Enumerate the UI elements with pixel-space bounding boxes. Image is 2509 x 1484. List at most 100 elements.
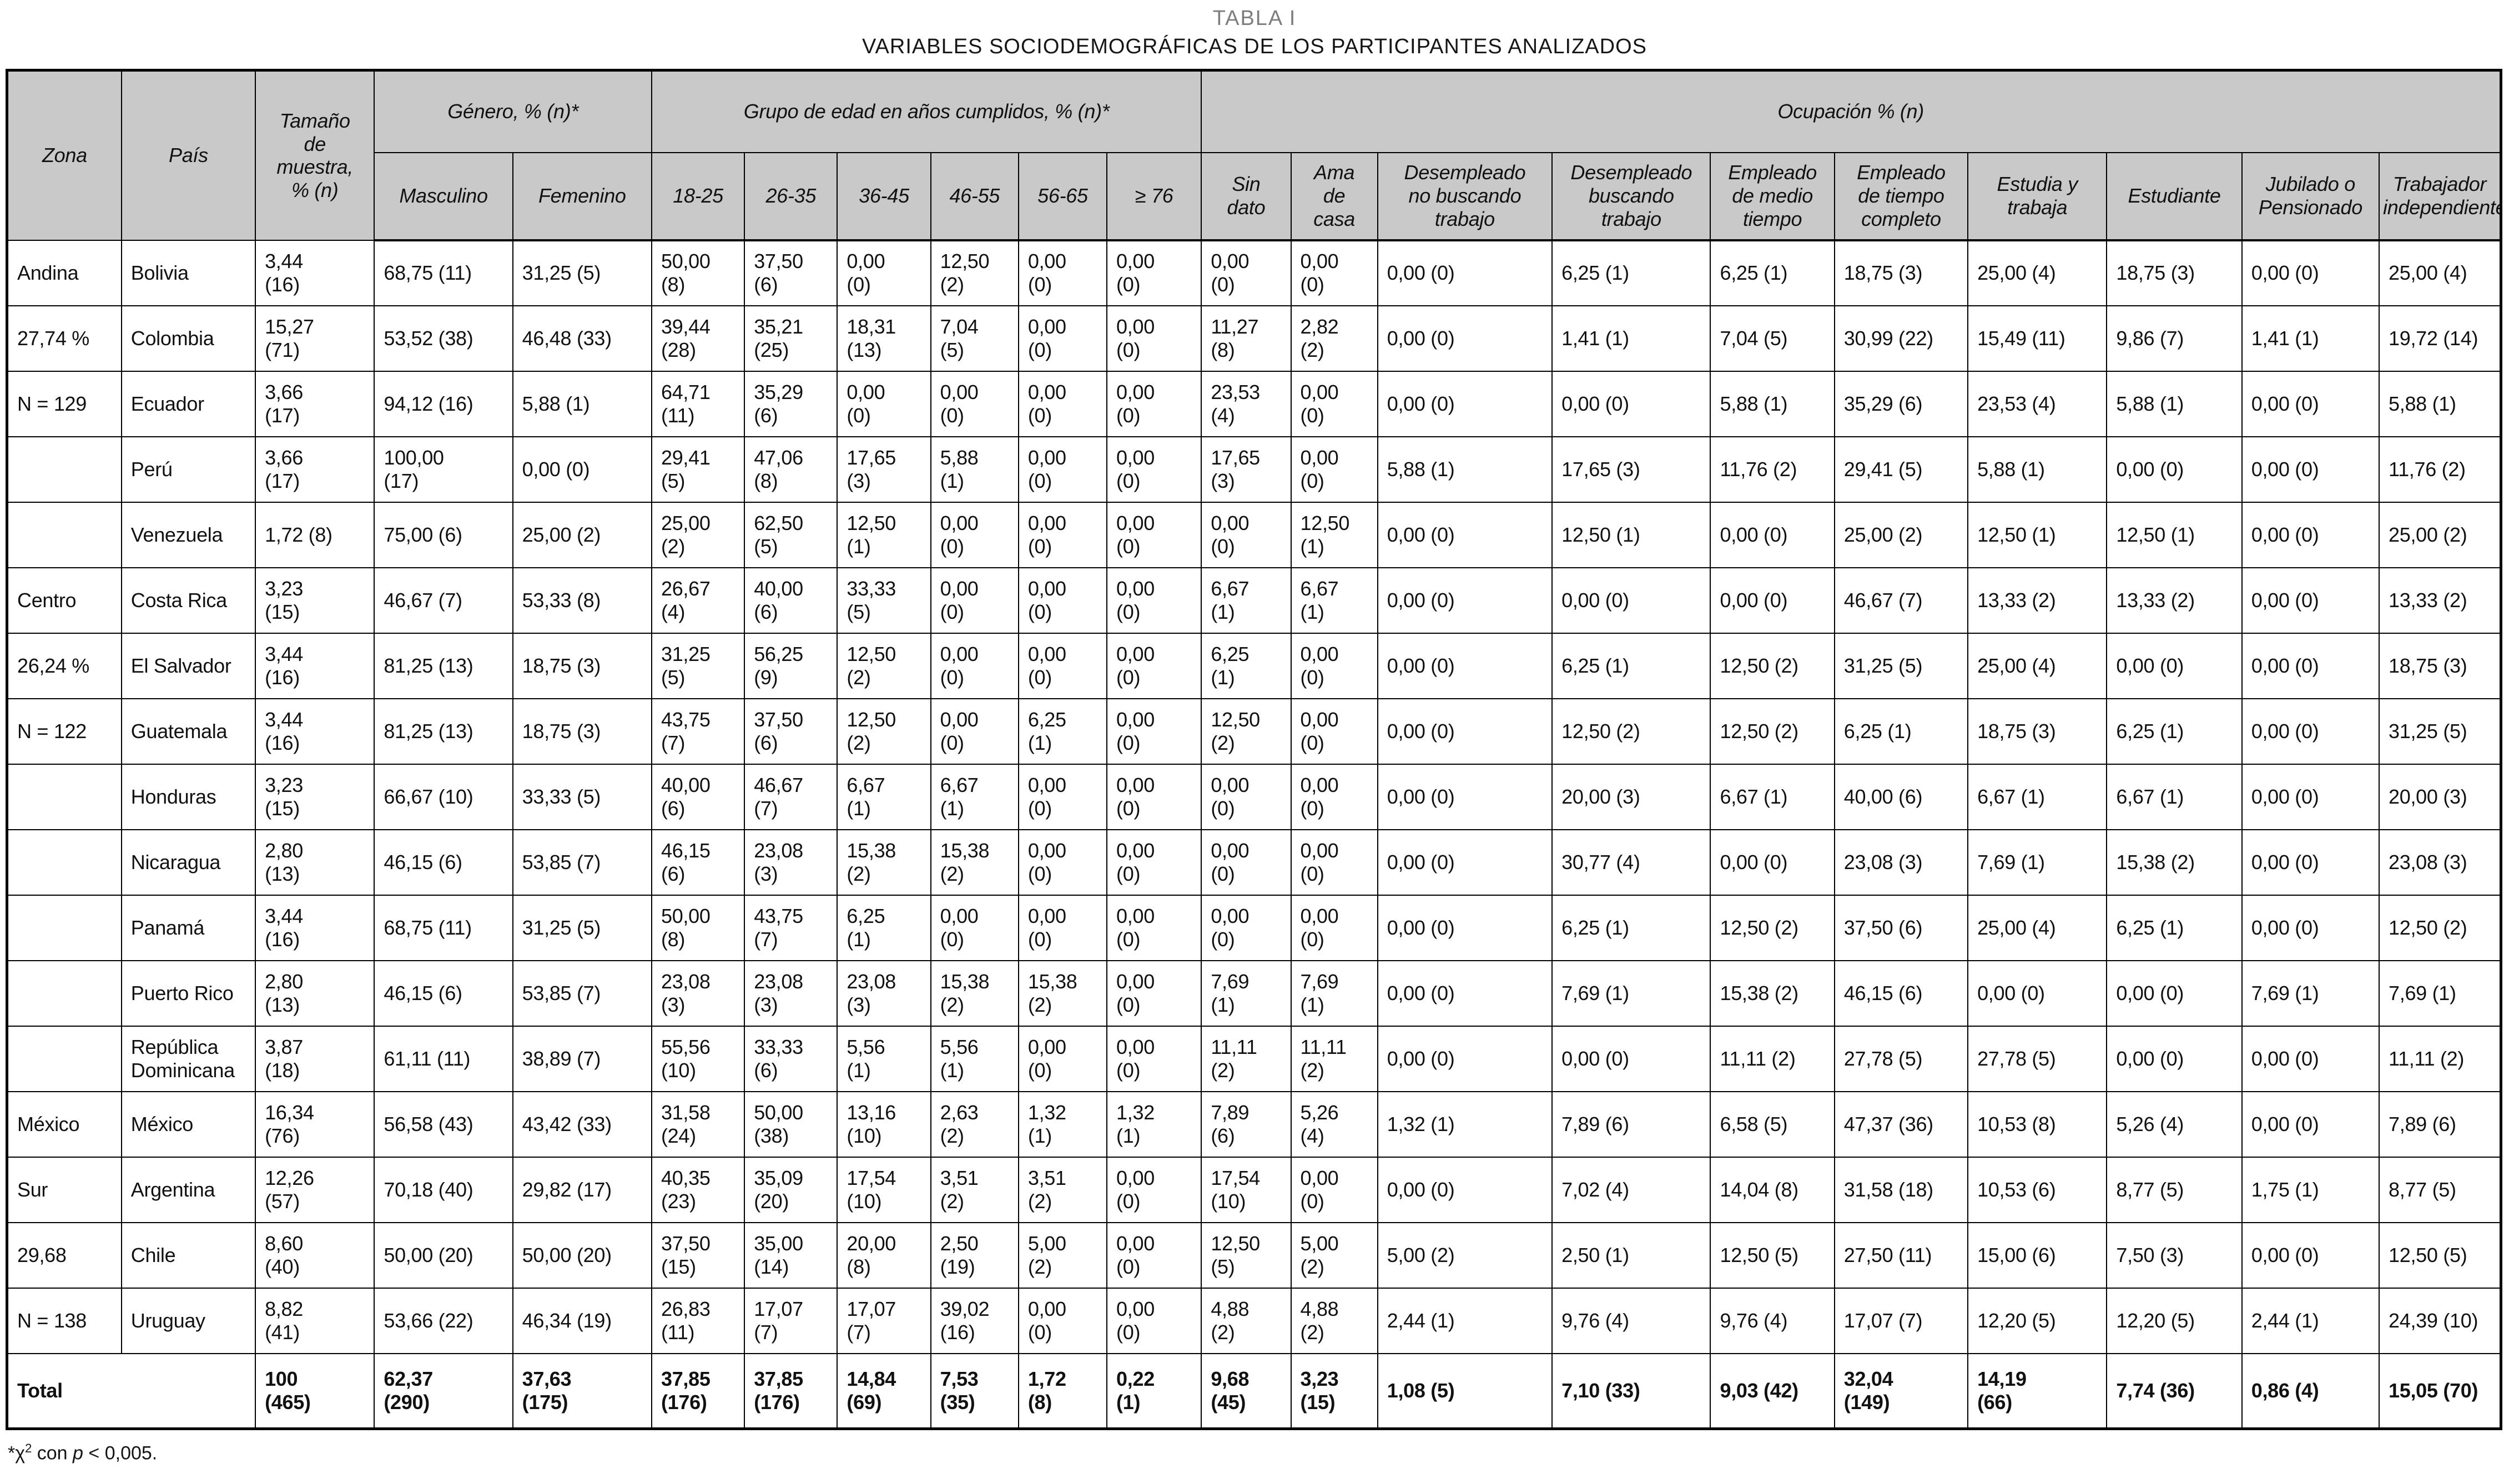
value-cell-costa-rica-femenino: 53,33 (8)	[512, 567, 652, 634]
header-estudia-y-trabaja: Estudia y trabaja	[1967, 152, 2108, 241]
value-cell-per-ama-de-casa: 0,00 (0)	[1290, 436, 1378, 503]
value-cell-honduras-age-36-45: 6,67 (1)	[837, 763, 931, 830]
value-cell-guatemala-age-76-plus: 0,00 (0)	[1106, 698, 1202, 765]
pais-cell: Chile	[120, 1221, 256, 1289]
value-cell-rep-blica-dominicana-estudia-y-trabaja: 27,78 (5)	[1967, 1025, 2108, 1092]
value-cell-guatemala-trabajador-independiente: 31,25 (5)	[2379, 698, 2502, 765]
value-cell-honduras-age-18-25: 40,00 (6)	[651, 763, 745, 830]
zona-cell: N = 122	[6, 698, 122, 765]
value-cell-ecuador-jubilado-pensionado: 0,00 (0)	[2241, 370, 2380, 437]
value-cell-rep-blica-dominicana-trabajador-independiente: 11,11 (2)	[2379, 1025, 2502, 1092]
value-cell-panam-age-18-25: 50,00 (8)	[651, 894, 745, 961]
value-cell-rep-blica-dominicana-age-76-plus: 0,00 (0)	[1106, 1025, 1202, 1092]
value-cell-total-tamano: 100 (465)	[255, 1352, 375, 1430]
value-cell-chile-masculino: 50,00 (20)	[374, 1221, 513, 1289]
header-genero: Género, % (n)*	[374, 69, 652, 153]
value-cell-honduras-jubilado-pensionado: 0,00 (0)	[2241, 763, 2380, 830]
value-cell-total-sin-dato: 9,68 (45)	[1201, 1352, 1292, 1430]
value-cell-venezuela-ama-de-casa: 12,50 (1)	[1290, 501, 1378, 568]
value-cell-guatemala-age-26-35: 37,50 (6)	[744, 698, 838, 765]
footnote-chi: *χ	[8, 1442, 26, 1464]
header-row-groups: Zona País Tamaño de muestra, % (n) Género, …	[6, 69, 2502, 241]
value-cell-per-desempleado-buscando: 17,65 (3)	[1551, 436, 1711, 503]
value-cell-chile-age-18-25: 37,50 (15)	[651, 1221, 745, 1289]
value-cell-colombia-femenino: 46,48 (33)	[512, 305, 652, 372]
value-cell-honduras-masculino: 66,67 (10)	[374, 763, 513, 830]
value-cell-panam-masculino: 68,75 (11)	[374, 894, 513, 961]
value-cell-nicaragua-empleado-medio-tiempo: 0,00 (0)	[1710, 829, 1835, 896]
value-cell-ecuador-estudia-y-trabaja: 23,53 (4)	[1967, 370, 2108, 437]
value-cell-bolivia-empleado-medio-tiempo: 6,25 (1)	[1710, 239, 1835, 306]
value-cell-nicaragua-sin-dato: 0,00 (0)	[1201, 829, 1292, 896]
value-cell-panam-empleado-tiempo-completo: 37,50 (6)	[1833, 894, 1969, 961]
value-cell-colombia-age-18-25: 39,44 (28)	[651, 305, 745, 372]
value-cell-total-desempleado-buscando: 7,10 (33)	[1551, 1352, 1711, 1430]
value-cell-honduras-empleado-medio-tiempo: 6,67 (1)	[1710, 763, 1835, 830]
value-cell-costa-rica-trabajador-independiente: 13,33 (2)	[2379, 567, 2502, 634]
total-label-cell: Total	[6, 1352, 256, 1430]
pais-cell: Panamá	[120, 894, 256, 961]
pais-cell: Puerto Rico	[120, 960, 256, 1027]
value-cell-uruguay-empleado-tiempo-completo: 17,07 (7)	[1833, 1287, 1969, 1354]
value-cell-guatemala-ama-de-casa: 0,00 (0)	[1290, 698, 1378, 765]
value-cell-ecuador-sin-dato: 23,53 (4)	[1201, 370, 1292, 437]
table-row-el-salvador: 26,24 % El Salvador 3,44 (16) 81,25 (13) 18,…	[6, 632, 2502, 699]
table-row-per: Perú 3,66 (17) 100,00 (17) 0,00 (0) 29,41 (5…	[6, 436, 2502, 503]
pais-cell: Venezuela	[120, 501, 256, 568]
value-cell-uruguay-empleado-medio-tiempo: 9,76 (4)	[1710, 1287, 1835, 1354]
value-cell-uruguay-sin-dato: 4,88 (2)	[1201, 1287, 1292, 1354]
value-cell-rep-blica-dominicana-age-46-55: 5,56 (1)	[930, 1025, 1019, 1092]
value-cell-honduras-age-76-plus: 0,00 (0)	[1106, 763, 1202, 830]
value-cell-guatemala-age-46-55: 0,00 (0)	[930, 698, 1019, 765]
value-cell-guatemala-sin-dato: 12,50 (2)	[1201, 698, 1292, 765]
value-cell-puerto-rico-empleado-tiempo-completo: 46,15 (6)	[1833, 960, 1969, 1027]
value-cell-el-salvador-tamano: 3,44 (16)	[255, 632, 375, 699]
value-cell-honduras-femenino: 33,33 (5)	[512, 763, 652, 830]
value-cell-colombia-age-46-55: 7,04 (5)	[930, 305, 1019, 372]
value-cell-total-age-56-65: 1,72 (8)	[1017, 1352, 1108, 1430]
zona-cell	[6, 894, 122, 961]
value-cell-panam-age-26-35: 43,75 (7)	[744, 894, 838, 961]
value-cell-rep-blica-dominicana-jubilado-pensionado: 0,00 (0)	[2241, 1025, 2380, 1092]
value-cell-venezuela-tamano: 1,72 (8)	[255, 501, 375, 568]
header-empleado-tiempo-completo: Empleado de tiempo completo	[1833, 152, 1969, 241]
value-cell-argentina-age-46-55: 3,51 (2)	[930, 1156, 1019, 1223]
zona-cell	[6, 436, 122, 503]
value-cell-nicaragua-empleado-tiempo-completo: 23,08 (3)	[1833, 829, 1969, 896]
value-cell-el-salvador-estudia-y-trabaja: 25,00 (4)	[1967, 632, 2108, 699]
value-cell-honduras-tamano: 3,23 (15)	[255, 763, 375, 830]
value-cell-argentina-femenino: 29,82 (17)	[512, 1156, 652, 1223]
value-cell-puerto-rico-age-18-25: 23,08 (3)	[651, 960, 745, 1027]
table-row-chile: 29,68 Chile 8,60 (40) 50,00 (20) 50,00 (20) 3…	[6, 1221, 2502, 1289]
header-age-26-35: 26-35	[744, 152, 838, 241]
value-cell-panam-age-36-45: 6,25 (1)	[837, 894, 931, 961]
value-cell-colombia-ama-de-casa: 2,82 (2)	[1290, 305, 1378, 372]
footnote-p: p	[73, 1442, 83, 1464]
value-cell-venezuela-age-46-55: 0,00 (0)	[930, 501, 1019, 568]
value-cell-chile-ama-de-casa: 5,00 (2)	[1290, 1221, 1378, 1289]
value-cell-per-age-76-plus: 0,00 (0)	[1106, 436, 1202, 503]
value-cell-bolivia-empleado-tiempo-completo: 18,75 (3)	[1833, 239, 1969, 306]
value-cell-chile-age-36-45: 20,00 (8)	[837, 1221, 931, 1289]
table-caption: VARIABLES SOCIODEMOGRÁFICAS DE LOS PARTI…	[862, 35, 1647, 58]
value-cell-venezuela-age-36-45: 12,50 (1)	[837, 501, 931, 568]
value-cell-chile-estudia-y-trabaja: 15,00 (6)	[1967, 1221, 2108, 1289]
value-cell-chile-femenino: 50,00 (20)	[512, 1221, 652, 1289]
header-age-56-65: 56-65	[1017, 152, 1108, 241]
value-cell-costa-rica-ama-de-casa: 6,67 (1)	[1290, 567, 1378, 634]
pais-cell: Honduras	[120, 763, 256, 830]
value-cell-ecuador-age-26-35: 35,29 (6)	[744, 370, 838, 437]
value-cell-panam-empleado-medio-tiempo: 12,50 (2)	[1710, 894, 1835, 961]
pais-cell: República Dominicana	[120, 1025, 256, 1092]
header-age-46-55: 46-55	[930, 152, 1019, 241]
value-cell-nicaragua-age-46-55: 15,38 (2)	[930, 829, 1019, 896]
value-cell-venezuela-age-18-25: 25,00 (2)	[651, 501, 745, 568]
value-cell-m-xico-age-26-35: 50,00 (38)	[744, 1091, 838, 1158]
value-cell-honduras-age-56-65: 0,00 (0)	[1017, 763, 1108, 830]
value-cell-puerto-rico-age-76-plus: 0,00 (0)	[1106, 960, 1202, 1027]
value-cell-ecuador-tamano: 3,66 (17)	[255, 370, 375, 437]
value-cell-costa-rica-jubilado-pensionado: 0,00 (0)	[2241, 567, 2380, 634]
value-cell-ecuador-empleado-tiempo-completo: 35,29 (6)	[1833, 370, 1969, 437]
value-cell-per-femenino: 0,00 (0)	[512, 436, 652, 503]
value-cell-m-xico-ama-de-casa: 5,26 (4)	[1290, 1091, 1378, 1158]
